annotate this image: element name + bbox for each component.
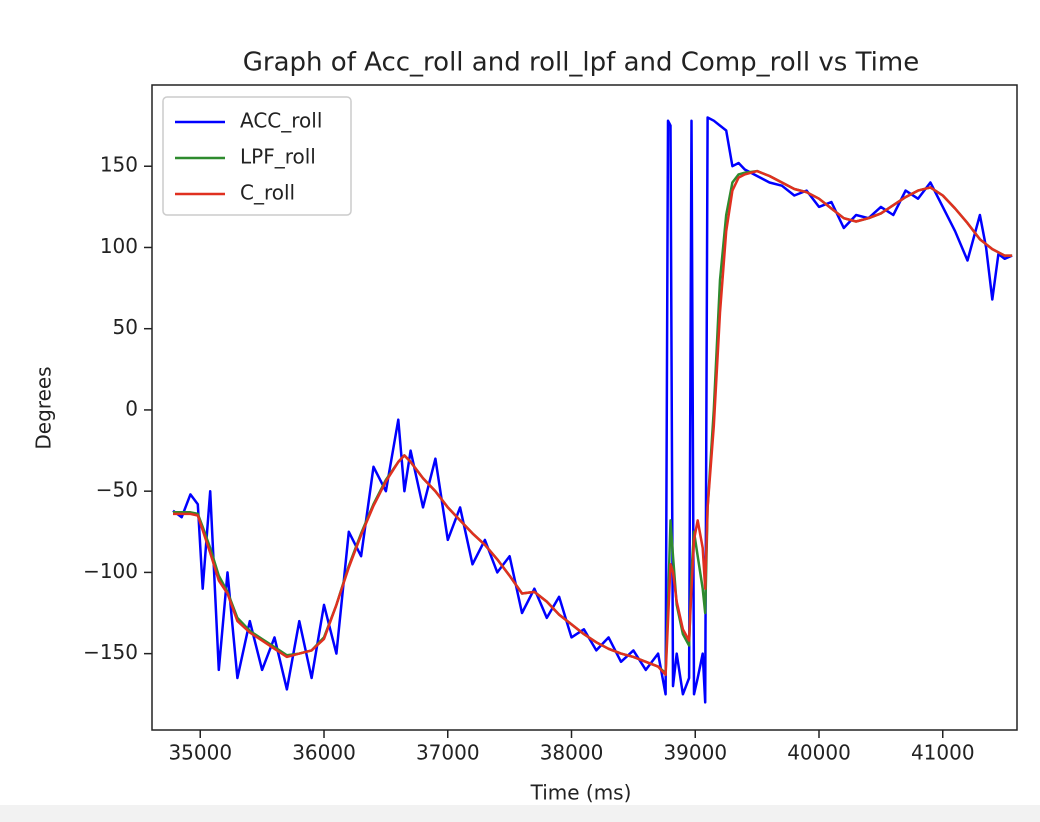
x-tick-label: 38000	[540, 741, 604, 765]
y-axis-label: Degrees	[32, 366, 56, 449]
legend-label: ACC_roll	[240, 109, 322, 133]
x-axis-label: Time (ms)	[530, 781, 632, 805]
chart-title: Graph of Acc_roll and roll_lpf and Comp_…	[243, 48, 919, 78]
y-tick-label: 100	[100, 234, 138, 258]
x-tick-label: 41000	[911, 741, 975, 765]
y-tick-label: 150	[100, 153, 138, 177]
legend-box	[162, 96, 352, 216]
y-tick-label: −50	[96, 478, 138, 502]
data-line	[173, 169, 1013, 675]
x-tick-label: 36000	[292, 741, 356, 765]
legend-label: C_roll	[240, 181, 295, 205]
y-tick-label: 0	[125, 396, 138, 420]
x-tick-label: 37000	[416, 741, 480, 765]
x-tick-label: 40000	[787, 741, 851, 765]
data-line	[172, 116, 1013, 704]
x-tick-label: 35000	[168, 741, 232, 765]
data-line	[173, 169, 1013, 677]
y-tick-label: −150	[83, 640, 138, 664]
y-tick-label: 50	[113, 315, 138, 339]
legend-label: LPF_roll	[240, 145, 316, 169]
axes-frame	[151, 84, 1018, 731]
y-tick-label: −100	[83, 559, 138, 583]
page-footer	[0, 805, 1040, 822]
x-tick-label: 39000	[663, 741, 727, 765]
